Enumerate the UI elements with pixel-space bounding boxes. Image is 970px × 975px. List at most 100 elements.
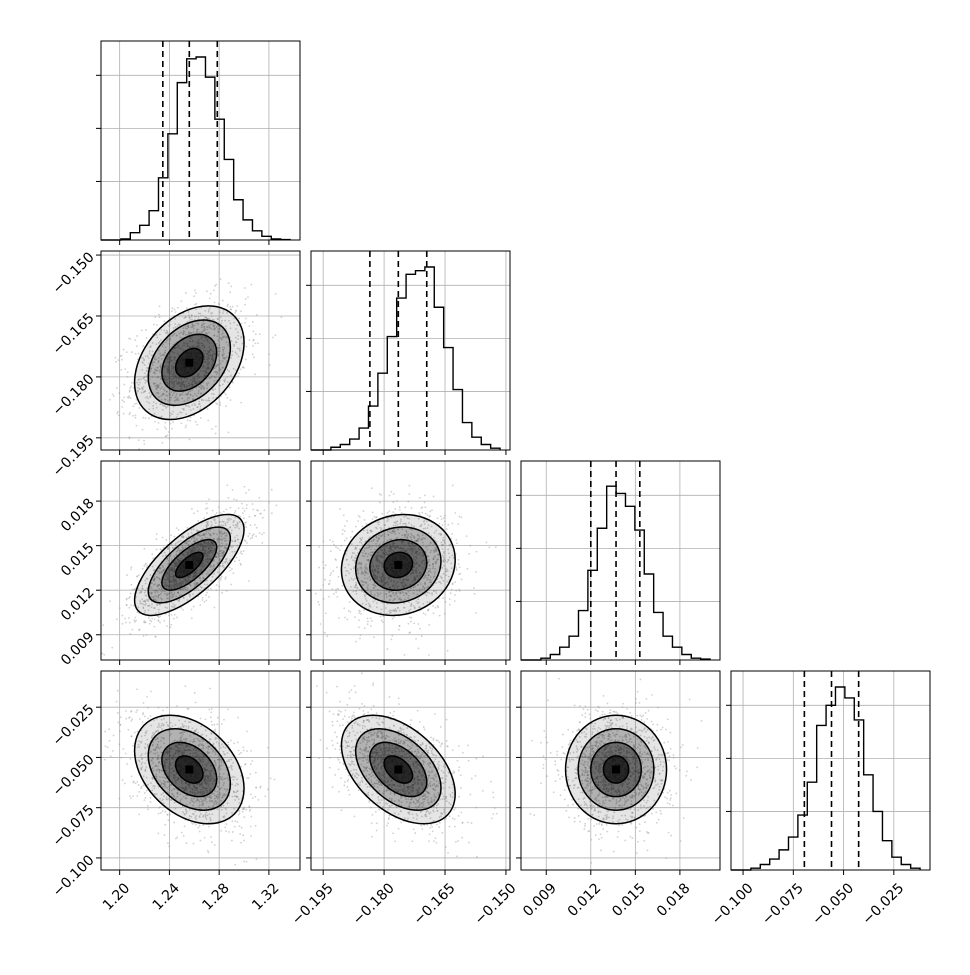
sample-point [214,729,216,731]
sample-point [428,654,430,656]
sample-point [221,723,223,725]
sample-point [143,548,145,550]
sample-point [145,417,147,419]
sample-point [171,428,173,430]
sample-point [123,349,125,351]
sample-point [226,305,228,307]
sample-point [451,533,453,535]
sample-point [236,499,238,501]
sample-point [151,618,153,620]
sample-point [136,335,138,337]
sample-point [349,601,351,603]
sample-point [128,617,130,619]
sample-point [152,557,154,559]
sample-point [116,701,118,703]
sample-point [323,598,325,600]
sample-point [308,528,310,530]
sample-point [354,616,356,618]
sample-point [131,584,133,586]
sample-point [342,533,344,535]
sample-point [123,413,125,415]
sample-point [220,830,222,832]
sample-point [242,512,244,514]
sample-point [197,827,199,829]
sample-point [419,497,421,499]
sample-point [329,574,331,576]
sample-point [455,539,457,541]
sample-point [409,485,411,487]
sample-point [227,497,229,499]
sample-point [243,367,245,369]
sample-point [372,518,374,520]
sample-point [126,574,128,576]
sample-point [236,305,238,307]
sample-point [135,414,137,416]
sample-point [191,617,193,619]
sample-point [139,629,141,631]
sample-point [454,600,456,602]
sample-point [250,763,252,765]
sample-point [361,526,363,528]
sample-point [144,495,146,497]
sample-point [156,428,158,430]
sample-point [393,501,395,503]
panel-frame [521,461,720,660]
sample-point [455,568,457,570]
sample-point [240,368,242,370]
sample-point [146,337,148,339]
sample-point [219,512,221,514]
sample-point [154,626,156,628]
sample-point [116,387,118,389]
sample-point [230,584,232,586]
sample-point [409,616,411,618]
sample-point [143,799,145,801]
sample-point [450,592,452,594]
sample-point [339,549,341,551]
sample-point [358,610,360,612]
sample-point [211,428,213,430]
sample-point [158,422,160,424]
sample-point [329,583,331,585]
sample-point [350,536,352,538]
sample-point [173,618,175,620]
sample-point [211,721,213,723]
sample-point [243,517,245,519]
sample-point [122,779,124,781]
sample-point [355,641,357,643]
sample-point [156,549,158,551]
sample-point [154,636,156,638]
sample-point [337,588,339,590]
sample-point [348,610,350,612]
sample-point [275,334,277,336]
sample-point [216,584,218,586]
sample-point [447,650,449,652]
sample-point [142,345,144,347]
sample-point [451,522,453,524]
sample-point [174,475,176,477]
sample-point [234,560,236,562]
sample-point [131,351,133,353]
sample-point [105,745,107,747]
sample-point [143,443,145,445]
sample-point [154,316,156,318]
sample-point [135,417,137,419]
sample-point [134,403,136,405]
sample-point [195,292,197,294]
sample-point [257,342,259,344]
sample-point [379,493,381,495]
hist-panel-1 [306,251,510,455]
sample-point [217,717,219,719]
sample-point [344,530,346,532]
sample-point [245,526,247,528]
sample-point [191,609,193,611]
sample-point [126,351,128,353]
sample-point [458,516,460,518]
sample-point [158,707,160,709]
sample-point [248,580,250,582]
sample-point [191,508,193,510]
sample-point [326,635,328,637]
sample-point [360,613,362,615]
sample-point [256,527,258,529]
sample-point [244,322,246,324]
sample-point [146,565,148,567]
